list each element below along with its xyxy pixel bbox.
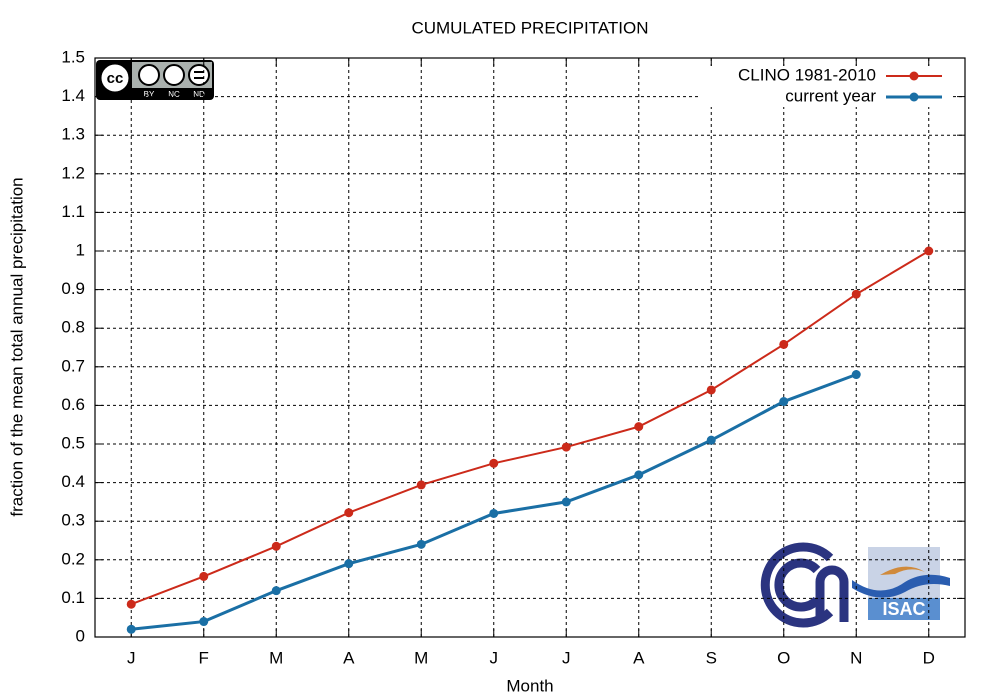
y-axis-label: fraction of the mean total annual precip… [7,177,26,516]
y-tick-label: 0.1 [61,588,85,607]
y-tick-label: 1.3 [61,125,85,144]
x-tick-label: O [777,648,790,667]
cc-text: cc [107,70,124,87]
y-tick-label: 1.5 [61,47,85,66]
data-point [779,339,789,349]
data-point [416,539,426,549]
cc-nd: ND [193,90,205,99]
data-point [634,422,644,432]
data-point [199,571,209,581]
series-line [130,250,930,606]
y-tick-label: 1.4 [61,86,85,105]
y-tick-label: 1.2 [61,163,85,182]
y-tick-label: 0.5 [61,433,85,452]
data-point [416,480,426,490]
x-tick-label: A [343,648,355,667]
plot-frame [94,57,966,638]
x-tick-label: N [850,648,862,667]
y-tick-label: 0.9 [61,279,85,298]
y-tick-label: 0.7 [61,356,85,375]
data-point [344,508,354,518]
y-tick-label: 0.4 [61,472,85,491]
data-point [851,370,861,380]
data-point [561,497,571,507]
cc-by: BY [144,90,155,99]
x-tick-label: M [414,648,428,667]
x-tick-label: M [269,648,283,667]
legend-marker [909,71,919,81]
y-tick-label: 0.2 [61,549,85,568]
data-point [851,289,861,299]
legend-label: current year [785,86,876,105]
x-tick-label: A [633,648,645,667]
y-tick-label: 1.1 [61,202,85,221]
data-point [561,442,571,452]
data-point [489,508,499,518]
isac-logo [852,547,950,620]
data-point [271,586,281,596]
y-tick-label: 0 [76,626,85,645]
legend-label: CLINO 1981-2010 [738,65,876,84]
data-point [489,458,499,468]
x-tick-label: F [199,648,209,667]
data-point [126,599,136,609]
data-point [779,397,789,407]
data-point [271,541,281,551]
x-tick-label: S [706,648,717,667]
data-point [199,617,209,627]
data-point [634,470,644,480]
cnr-logo [760,542,849,628]
data-point [706,385,716,395]
cc-nc: NC [168,90,180,99]
data-point [924,246,934,256]
legend-bg [700,87,950,107]
y-tick-label: 1 [76,240,85,259]
y-tick-label: 0.3 [61,511,85,530]
chart-title: CUMULATED PRECIPITATION [411,18,648,37]
data-point [126,624,136,634]
x-axis-label: Month [506,676,553,695]
isac-text: ISAC [882,599,925,619]
x-tick-label: J [127,648,136,667]
x-tick-label: D [923,648,935,667]
y-tick-label: 0.8 [61,318,85,337]
legend-marker [909,92,919,102]
cc-badge [96,60,214,100]
y-tick-label: 0.6 [61,395,85,414]
legend-bg [700,66,950,86]
data-point [344,559,354,569]
data-point [706,435,716,445]
x-tick-label: J [562,648,571,667]
x-tick-label: J [490,648,499,667]
